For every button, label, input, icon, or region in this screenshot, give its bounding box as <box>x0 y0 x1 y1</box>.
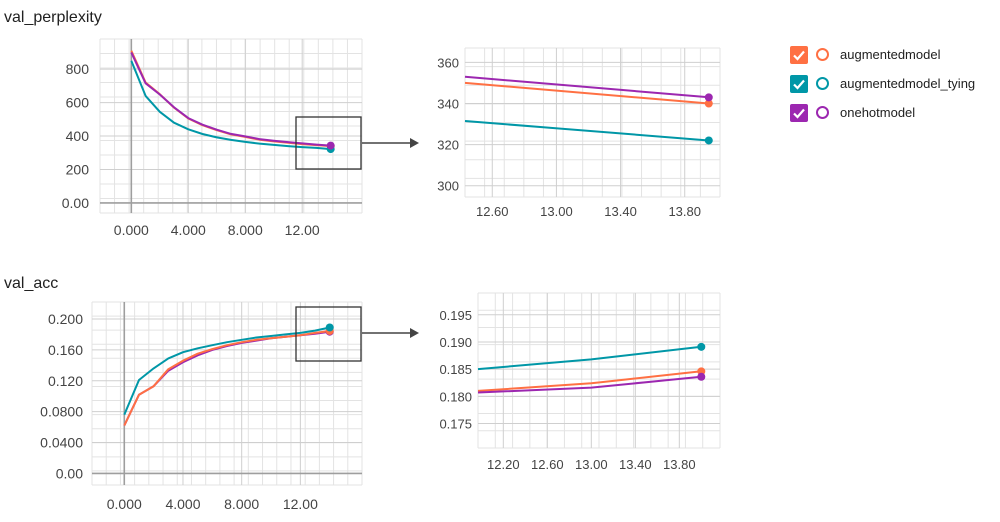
x-tick-label: 0.000 <box>114 222 149 238</box>
arrow-head-icon <box>410 138 419 148</box>
y-tick-label: 300 <box>437 179 459 194</box>
perp-main-title: val_perplexity <box>4 9 102 26</box>
end-point-augmentedmodel_tying <box>704 136 713 145</box>
end-point-onehotmodel <box>697 372 706 381</box>
legend: augmentedmodel augmentedmodel_tying oneh… <box>790 40 975 127</box>
legend-checkbox-augmentedmodel-tying[interactable] <box>790 74 808 93</box>
x-tick-label: 12.00 <box>283 496 318 512</box>
legend-checkbox-onehotmodel[interactable] <box>790 103 808 122</box>
check-icon <box>793 108 805 119</box>
y-tick-label: 0.175 <box>439 417 472 432</box>
y-tick-label: 0.120 <box>48 373 83 389</box>
y-tick-label: 0.185 <box>439 362 472 377</box>
y-tick-label: 320 <box>437 138 459 153</box>
check-icon <box>793 50 805 61</box>
zoom-indicator-acc <box>295 306 419 362</box>
y-tick-label: 340 <box>437 96 459 111</box>
arrow-head-icon <box>410 328 419 338</box>
end-point-onehotmodel <box>326 141 335 150</box>
series-line-augmentedmodel_tying <box>130 60 331 151</box>
legend-ring-augmentedmodel <box>816 48 829 61</box>
x-tick-label: 12.60 <box>531 457 564 472</box>
series-line-augmentedmodel_tying <box>477 345 702 371</box>
end-point-augmentedmodel_tying <box>697 342 706 351</box>
zoom-box <box>295 116 362 170</box>
end-point-augmentedmodel <box>704 99 713 108</box>
legend-ring-onehotmodel <box>816 106 829 119</box>
x-tick-label: 8.000 <box>224 496 259 512</box>
legend-label-onehotmodel: onehotmodel <box>840 105 916 120</box>
series-line-augmentedmodel <box>477 370 702 392</box>
x-tick-label: 13.80 <box>668 204 701 219</box>
x-tick-label: 12.00 <box>285 222 320 238</box>
x-tick-label: 13.40 <box>604 204 637 219</box>
y-tick-label: 0.195 <box>439 308 472 323</box>
y-tick-label: 0.00 <box>56 465 83 481</box>
series-line-onehotmodel <box>464 75 709 99</box>
series-line-onehotmodel <box>477 375 702 394</box>
y-tick-label: 0.00 <box>62 195 89 211</box>
y-tick-label: 0.0800 <box>40 404 83 420</box>
y-tick-label: 0.180 <box>439 389 472 404</box>
x-tick-label: 13.80 <box>663 457 696 472</box>
acc-zoom-chart: 0.175 0.180 0.185 0.190 0.195 12.20 12.60 13.00… <box>439 292 721 472</box>
series-line-onehotmodel <box>130 51 331 147</box>
x-tick-label: 13.00 <box>575 457 608 472</box>
end-point-augmentedmodel_tying <box>325 323 334 332</box>
end-point-onehotmodel <box>704 93 713 102</box>
y-tick-label: 0.190 <box>439 335 472 350</box>
check-icon <box>793 79 805 90</box>
y-tick-label: 600 <box>66 95 90 111</box>
y-tick-label: 0.200 <box>48 311 83 327</box>
y-tick-label: 360 <box>437 55 459 70</box>
x-tick-label: 0.000 <box>107 496 142 512</box>
series-line-augmentedmodel <box>464 81 709 105</box>
y-tick-label: 400 <box>66 128 90 144</box>
x-tick-label: 12.20 <box>487 457 520 472</box>
y-tick-label: 0.160 <box>48 342 83 358</box>
x-tick-label: 8.000 <box>228 222 263 238</box>
perp-main-chart: 0.00 200 400 600 800 0.000 4.000 8.000 12.00 val_… <box>4 9 363 238</box>
zoom-box <box>295 306 362 362</box>
perp-zoom-chart: 300 320 340 360 12.60 13.00 13.40 13.80 <box>437 47 721 219</box>
legend-item-augmentedmodel[interactable]: augmentedmodel <box>790 40 975 69</box>
y-tick-label: 0.0400 <box>40 435 83 451</box>
legend-item-augmentedmodel-tying[interactable]: augmentedmodel_tying <box>790 69 975 98</box>
y-tick-label: 800 <box>66 61 90 77</box>
zoom-indicator-perplexity <box>295 116 419 170</box>
legend-checkbox-augmentedmodel[interactable] <box>790 45 808 64</box>
legend-item-onehotmodel[interactable]: onehotmodel <box>790 98 975 127</box>
legend-label-augmentedmodel-tying: augmentedmodel_tying <box>840 76 976 91</box>
series-line-augmentedmodel_tying <box>464 120 709 142</box>
x-tick-label: 4.000 <box>165 496 200 512</box>
x-tick-label: 13.00 <box>540 204 573 219</box>
x-tick-label: 12.60 <box>476 204 509 219</box>
y-tick-label: 200 <box>66 162 90 178</box>
x-tick-label: 4.000 <box>171 222 206 238</box>
acc-main-chart: 0.00 0.0400 0.0800 0.120 0.160 0.200 0.000 4.00… <box>4 275 363 512</box>
x-tick-label: 13.40 <box>619 457 652 472</box>
acc-main-title: val_acc <box>4 275 58 292</box>
series-line-augmentedmodel_tying <box>123 326 330 416</box>
legend-ring-augmentedmodel-tying <box>816 77 829 90</box>
legend-label-augmentedmodel: augmentedmodel <box>840 47 941 62</box>
